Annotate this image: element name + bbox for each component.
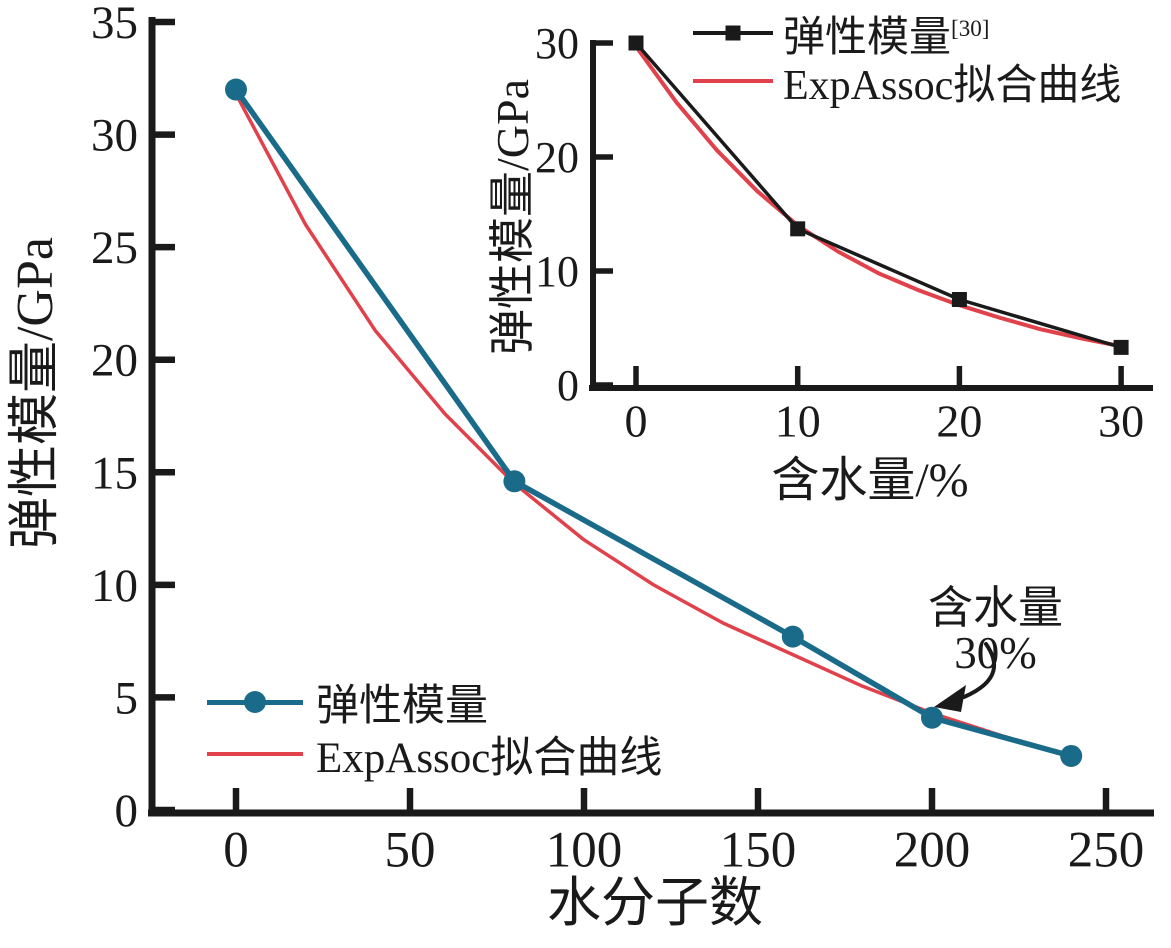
inset-y-tick-label-10: 10 — [535, 247, 579, 296]
main-data-series-point-200 — [921, 706, 943, 729]
inset-legend-label-2: ExpAssoc拟合曲线 — [783, 62, 1122, 109]
citation-superscript: [30] — [951, 14, 990, 41]
main-legend-item-elastic-modulus: 弹性模量 — [207, 679, 488, 730]
main-x-tick-label-0: 0 — [223, 823, 249, 879]
inset-x-tick-label-10: 10 — [775, 395, 821, 446]
inset-legend-label-1: 弹性模量[30] — [783, 14, 990, 61]
inset-legend-item-elastic-modulus-ref: 弹性模量[30] — [693, 10, 990, 61]
annotation-arrow-curve — [962, 642, 997, 699]
main-legend-label-1: 弹性模量 — [316, 683, 488, 730]
inset-data-series-point-30 — [1113, 339, 1129, 355]
main-y-tick-label-5: 5 — [115, 672, 139, 724]
legend-black-line-sample — [693, 25, 773, 41]
main-x-tick-label-150: 150 — [720, 823, 797, 879]
main-x-tick-label-200: 200 — [894, 823, 971, 879]
main-y-tick-label-10: 10 — [91, 560, 138, 612]
legend-square-marker-icon — [725, 25, 741, 41]
main-data-series-point-160 — [781, 625, 804, 648]
main-legend-item-fit-curve: ExpAssoc拟合曲线 — [207, 731, 662, 782]
inset-x-tick-label-30: 30 — [1098, 395, 1144, 446]
inset-y-tick-label-30: 30 — [535, 19, 579, 68]
main-y-tick-label-30: 30 — [91, 110, 138, 162]
legend-red-line-sample — [207, 752, 303, 756]
annotation-arrowhead-icon — [934, 685, 966, 712]
main-y-tick-label-35: 35 — [91, 0, 138, 49]
main-data-series-point-240 — [1060, 744, 1083, 767]
inset-data-series-point-20 — [951, 292, 967, 307]
main-y-tick-label-0: 0 — [115, 785, 139, 837]
legend-red-line-sample-inset — [693, 79, 773, 83]
main-x-tick-label-250: 250 — [1068, 823, 1145, 879]
main-y-axis-label: 弹性模量/GPa — [7, 237, 64, 550]
main-y-tick-label-20: 20 — [91, 335, 138, 387]
inset-y-tick-label-20: 20 — [535, 133, 579, 182]
inset-data-series-point-0 — [628, 35, 644, 51]
annotation-water-content-30: 含水量30% — [927, 583, 1063, 678]
inset-fit-curve-line — [634, 44, 1124, 349]
main-legend-label-2: ExpAssoc拟合曲线 — [316, 735, 663, 782]
inset-y-tick-label-0: 0 — [557, 361, 579, 410]
legend-teal-line-sample — [207, 691, 303, 713]
main-y-tick-label-25: 25 — [91, 222, 138, 274]
inset-data-series-line — [634, 41, 1123, 350]
inset-legend-item-fit-curve: ExpAssoc拟合曲线 — [693, 58, 1121, 109]
main-data-series-point-0 — [225, 78, 247, 101]
inset-y-axis-label: 弹性模量/GPa — [487, 79, 538, 355]
main-x-axis-label: 水分子数 — [547, 873, 763, 933]
inset-data-series-point-10 — [790, 221, 806, 237]
legend-circle-marker-icon — [244, 691, 266, 713]
main-x-tick-label-100: 100 — [546, 823, 623, 879]
main-x-tick-label-50: 50 — [385, 823, 436, 879]
inset-x-tick-label-20: 20 — [936, 395, 982, 446]
main-data-series-point-80 — [503, 470, 526, 493]
inset-x-axis-label: 含水量/% — [771, 454, 969, 507]
main-y-tick-label-15: 15 — [91, 447, 138, 499]
inset-x-tick-label-0: 0 — [625, 395, 648, 446]
